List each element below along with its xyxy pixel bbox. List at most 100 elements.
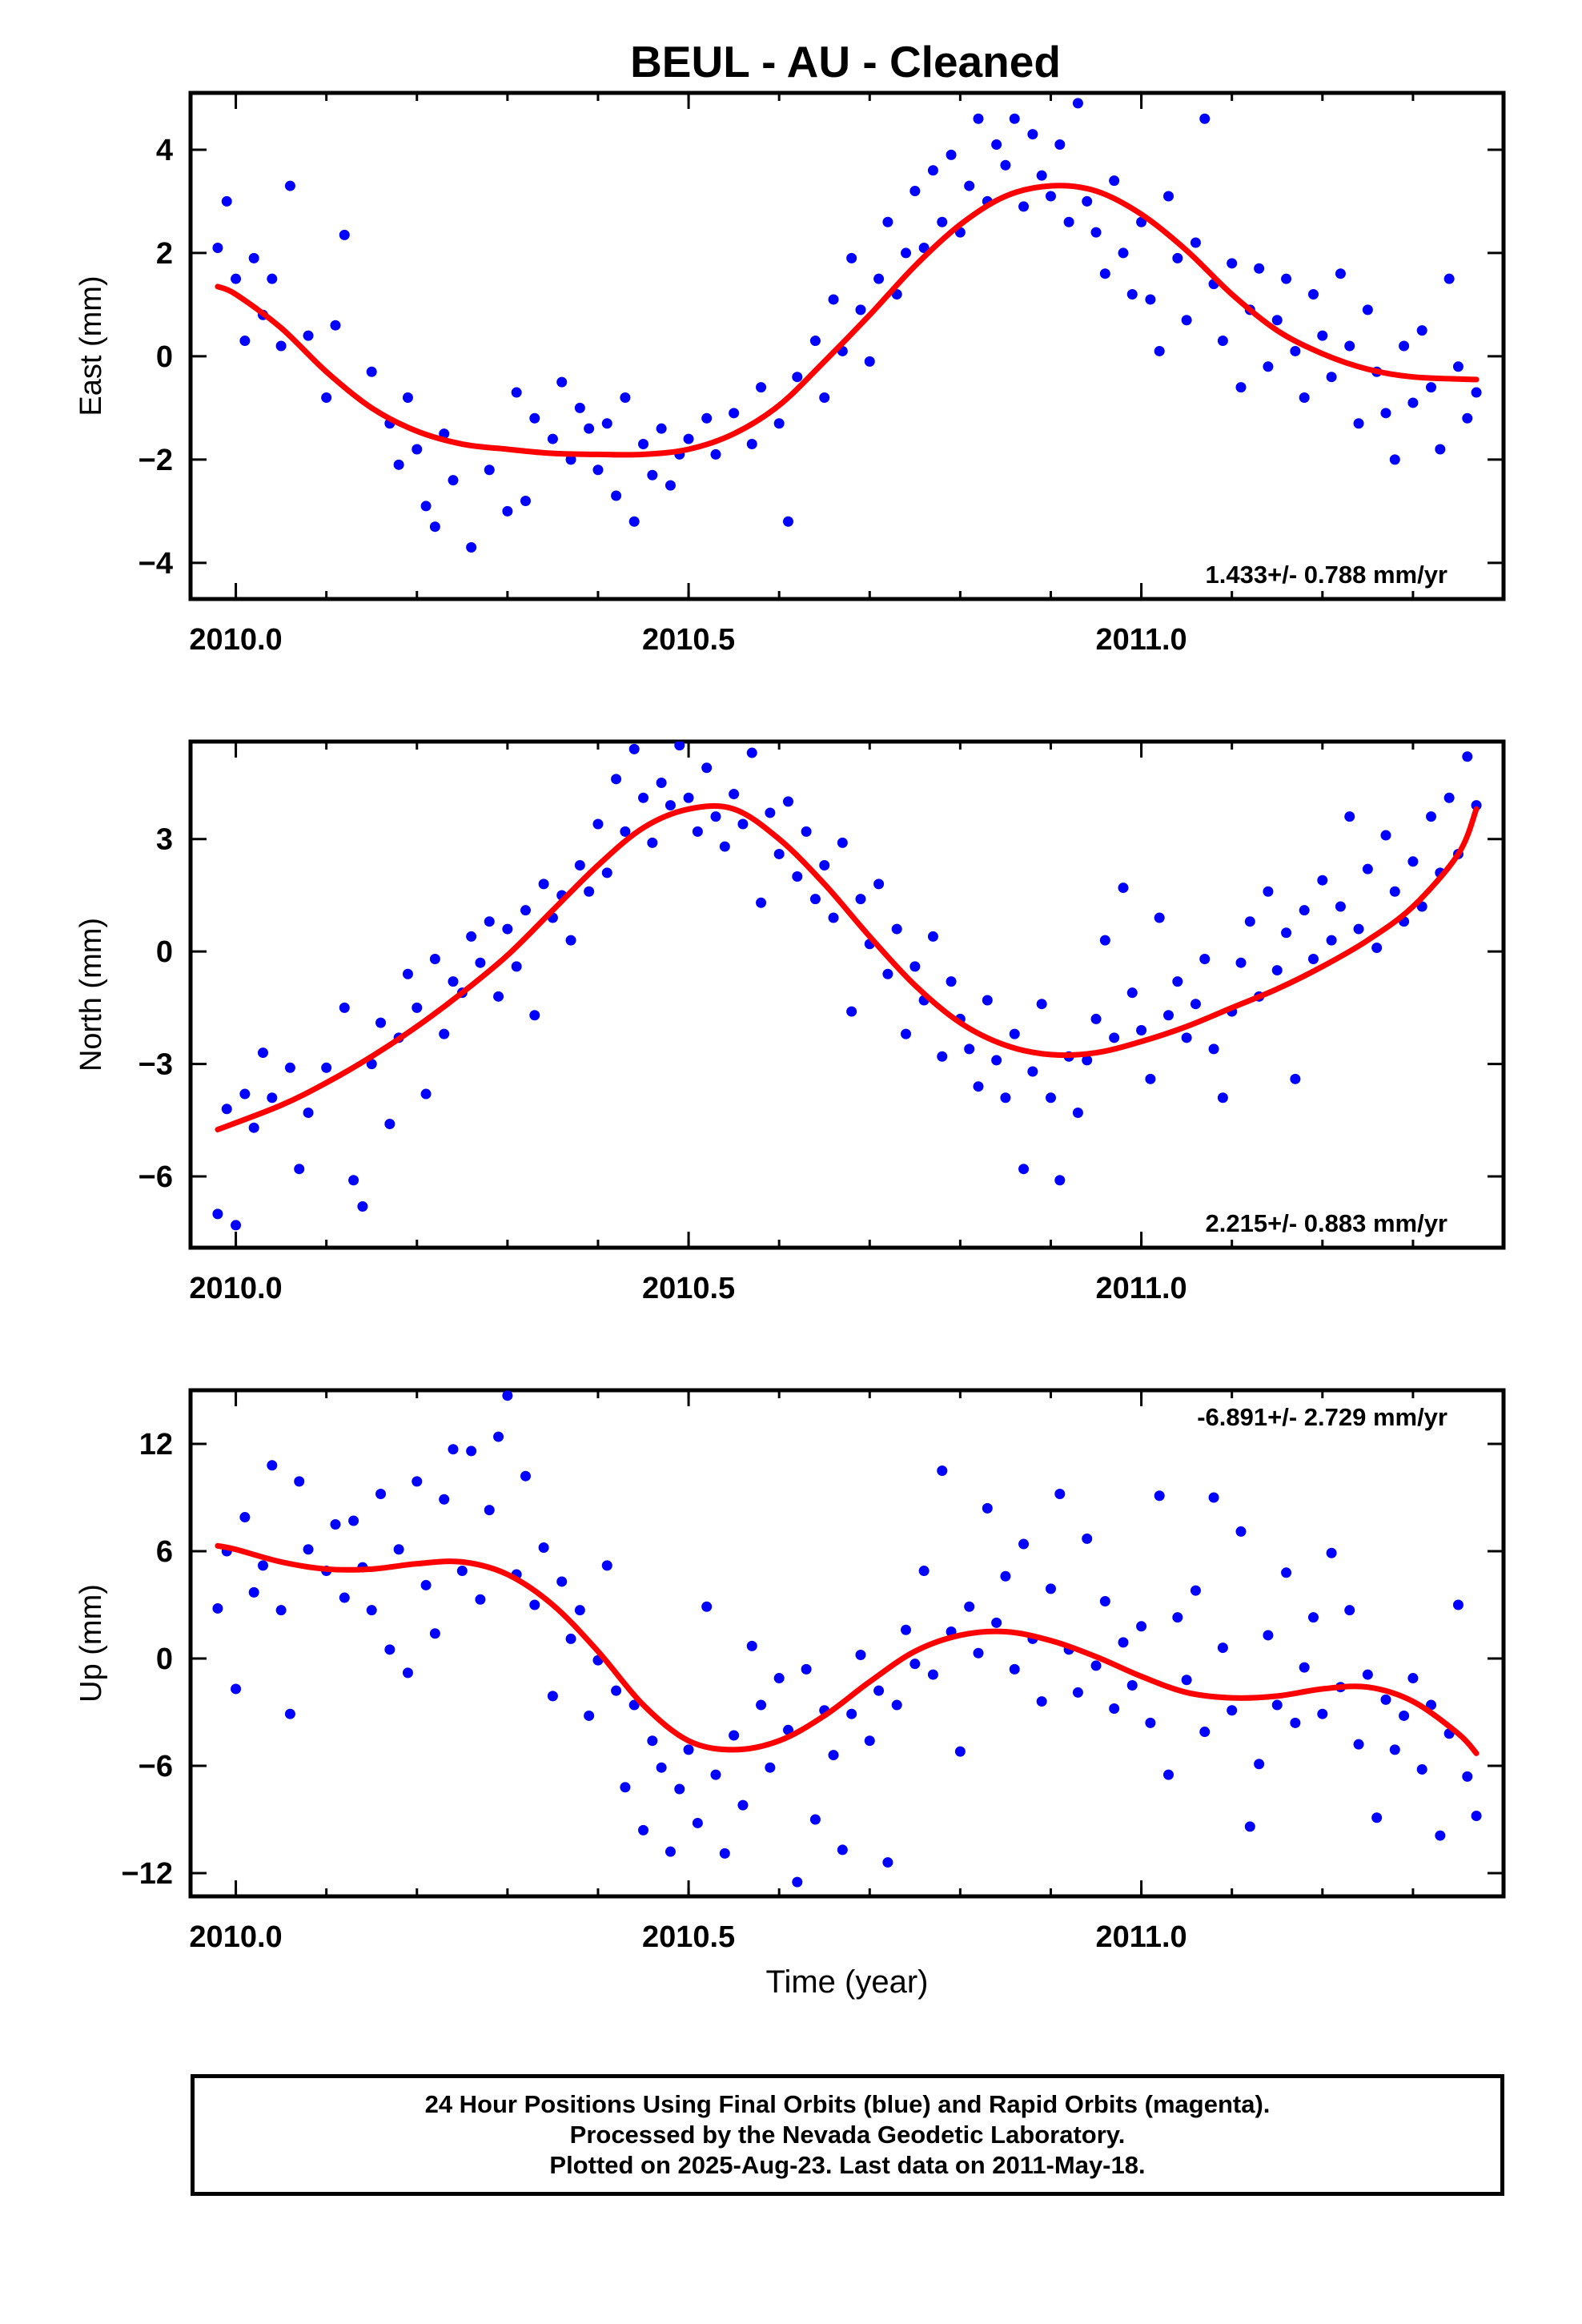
- east-data-point: [574, 402, 585, 413]
- up-data-point: [1281, 1567, 1292, 1578]
- east-data-point: [864, 356, 875, 367]
- up-y-tick-label: 0: [156, 1642, 173, 1676]
- north-rate-label: 2.215+/- 0.883 mm/yr: [1206, 1209, 1447, 1237]
- up-data-point: [429, 1628, 440, 1639]
- east-data-point: [882, 216, 893, 227]
- east-data-point: [1181, 315, 1192, 326]
- east-data-point: [773, 418, 785, 429]
- north-data-point: [837, 837, 848, 848]
- up-data-point: [837, 1844, 848, 1856]
- up-data-point: [412, 1476, 423, 1487]
- north-data-point: [1000, 1092, 1011, 1104]
- east-data-point: [1018, 201, 1030, 212]
- up-data-point: [954, 1746, 966, 1757]
- north-data-point: [1072, 1107, 1083, 1118]
- east-data-point: [1090, 227, 1102, 238]
- east-data-point: [1443, 273, 1455, 284]
- north-data-point: [1126, 987, 1138, 999]
- up-data-point: [484, 1505, 495, 1516]
- north-data-point: [1307, 954, 1319, 965]
- east-data-point: [1009, 113, 1020, 124]
- north-data-point: [1290, 1073, 1301, 1084]
- north-data-point: [1136, 1024, 1147, 1035]
- north-data-point: [909, 961, 921, 972]
- up-data-point: [1190, 1585, 1201, 1596]
- up-x-tick-label: 2011.0: [1096, 1920, 1187, 1954]
- up-data-point: [873, 1685, 885, 1696]
- up-data-point: [1299, 1662, 1310, 1673]
- up-data-point: [982, 1502, 993, 1514]
- up-data-point: [1399, 1710, 1410, 1721]
- east-data-point: [1054, 139, 1066, 150]
- up-data-point: [1462, 1771, 1473, 1782]
- east-data-point: [746, 439, 757, 450]
- east-x-tick-label: 2010.0: [189, 623, 282, 657]
- up-data-point: [729, 1730, 740, 1741]
- north-data-point: [1380, 830, 1391, 841]
- up-data-point: [692, 1817, 703, 1828]
- north-data-point: [1118, 883, 1129, 894]
- up-plot-frame: [188, 1388, 1506, 1899]
- up-data-point: [294, 1476, 305, 1487]
- east-data-point: [611, 490, 622, 501]
- north-data-point: [248, 1122, 259, 1133]
- north-data-point: [357, 1201, 368, 1212]
- north-data-point: [611, 774, 622, 785]
- up-data-point: [439, 1494, 450, 1505]
- east-y-axis-label: East (mm): [74, 275, 108, 416]
- up-data-point: [1435, 1830, 1446, 1841]
- north-data-point: [493, 991, 504, 1002]
- up-x-tick-label: 2010.5: [642, 1920, 735, 1954]
- north-data-point: [1109, 1032, 1120, 1043]
- east-data-point: [1335, 268, 1346, 279]
- up-data-point: [1389, 1744, 1400, 1755]
- up-data-point: [348, 1515, 359, 1526]
- up-data-point: [1254, 1759, 1265, 1770]
- east-data-point: [973, 113, 984, 124]
- x-axis-label: Time (year): [766, 1964, 929, 2000]
- north-data-point: [284, 1062, 295, 1073]
- east-data-point: [846, 252, 857, 263]
- north-data-point: [1154, 912, 1165, 923]
- north-data-point: [647, 837, 658, 848]
- north-data-point: [901, 1028, 912, 1039]
- up-x-tick-label: 2010.0: [189, 1920, 282, 1954]
- north-data-point: [665, 800, 676, 811]
- east-data-point: [855, 304, 866, 316]
- up-y-tick-label: −6: [139, 1750, 173, 1783]
- up-data-point: [284, 1708, 295, 1719]
- north-data-point: [1190, 999, 1201, 1010]
- north-data-point: [1407, 856, 1419, 867]
- up-data-point: [611, 1685, 622, 1696]
- up-data-point: [846, 1708, 857, 1719]
- up-data-point: [719, 1848, 730, 1859]
- up-data-point: [1009, 1663, 1020, 1675]
- east-x-tick-label: 2011.0: [1096, 623, 1187, 657]
- east-data-point: [1290, 345, 1301, 356]
- up-data-point: [212, 1602, 223, 1614]
- up-data-point: [231, 1683, 242, 1695]
- east-data-point: [647, 469, 658, 480]
- up-data-point: [665, 1846, 676, 1857]
- east-x-tick-label: 2010.5: [642, 623, 735, 657]
- north-data-point: [656, 777, 667, 788]
- east-data-point: [901, 247, 912, 259]
- east-data-point: [1452, 361, 1464, 372]
- east-data-point: [502, 505, 513, 517]
- north-data-point: [592, 818, 604, 830]
- caption-box: 24 Hour Positions Using Final Orbits (bl…: [191, 2074, 1504, 2196]
- north-data-point: [982, 995, 993, 1006]
- north-data-point: [973, 1081, 984, 1092]
- up-data-point: [882, 1857, 893, 1868]
- north-data-point: [1054, 1175, 1066, 1186]
- north-data-point: [231, 1220, 242, 1231]
- up-data-point: [1145, 1717, 1156, 1728]
- up-data-point: [1018, 1538, 1030, 1550]
- north-data-point: [511, 961, 522, 972]
- east-data-point: [1154, 345, 1165, 356]
- east-data-point: [1344, 340, 1355, 352]
- north-y-tick-label: 0: [156, 935, 173, 969]
- up-marks: [212, 1390, 1482, 1888]
- east-fit-curve: [215, 183, 1480, 458]
